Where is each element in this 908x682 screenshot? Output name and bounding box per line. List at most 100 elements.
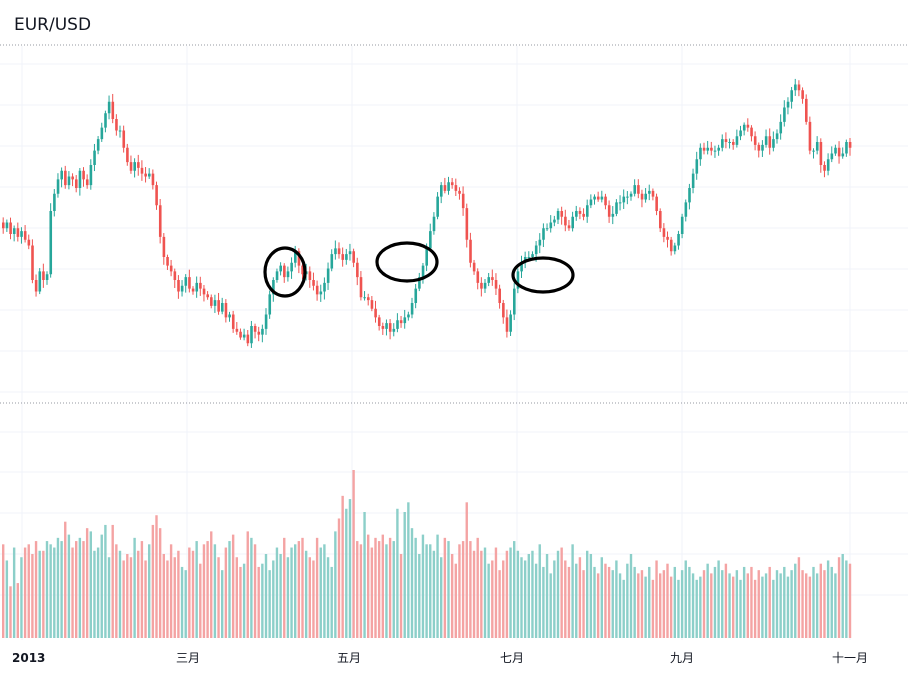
candle <box>191 286 195 295</box>
x-tick-label: 九月 <box>670 651 694 665</box>
candle-body <box>596 196 600 200</box>
candle-body <box>272 280 275 295</box>
volume-bar <box>34 541 38 638</box>
volume-bar <box>85 528 89 638</box>
candle <box>659 208 662 233</box>
volume-bar <box>607 566 611 638</box>
candle-body <box>228 314 231 318</box>
candle <box>739 125 742 141</box>
volume-bar <box>414 537 417 638</box>
candle-body <box>564 216 567 226</box>
volume-bar <box>644 576 647 638</box>
candle-body <box>264 314 268 329</box>
candle <box>757 142 761 158</box>
candle <box>578 207 582 220</box>
volume-bar <box>294 544 297 638</box>
candle-body <box>786 101 790 108</box>
volume-bar <box>177 550 180 638</box>
candle <box>319 284 323 302</box>
candle-body <box>706 147 710 151</box>
volume-bar <box>93 550 96 638</box>
candle <box>279 262 282 276</box>
candle-body <box>188 277 191 289</box>
candle-body <box>45 274 49 280</box>
candle <box>107 95 111 120</box>
candle-body <box>556 211 560 220</box>
candle-body <box>414 288 418 303</box>
volume-bar <box>16 583 19 638</box>
volume-bar <box>790 570 793 638</box>
volume-bar <box>786 576 790 638</box>
candle-body <box>644 193 647 200</box>
candle-body <box>673 245 677 252</box>
candle <box>786 97 790 115</box>
volume-bar <box>783 566 786 638</box>
candle-body <box>169 265 173 272</box>
candle-body <box>695 159 699 174</box>
volume-bar <box>27 544 30 638</box>
candle <box>845 139 848 157</box>
candle-body <box>392 328 396 332</box>
candle-body <box>509 314 512 332</box>
candle <box>122 125 126 153</box>
candle-body <box>626 196 629 198</box>
volume-bar <box>140 541 144 638</box>
candle <box>206 291 209 300</box>
volume-bar <box>589 554 593 638</box>
volume-bar <box>611 570 614 638</box>
candle <box>173 268 177 288</box>
candle-body <box>294 251 297 263</box>
candle <box>717 144 720 156</box>
volume-bar <box>126 554 129 638</box>
candle <box>421 262 425 284</box>
candle-body <box>352 251 355 263</box>
candle-body <box>9 222 12 234</box>
candle-body <box>239 331 242 338</box>
candle <box>264 308 268 335</box>
candle <box>82 167 85 187</box>
chart-title: EUR/USD <box>14 15 91 35</box>
candle <box>367 293 370 306</box>
candle-body <box>2 222 5 229</box>
candle-body <box>283 265 286 278</box>
candle-body <box>407 314 410 318</box>
candle <box>461 186 465 216</box>
volume-bar <box>326 557 330 638</box>
candle-body <box>253 326 257 332</box>
candle <box>199 276 202 296</box>
candle-body <box>805 98 808 122</box>
volume-bar <box>724 563 728 638</box>
candle <box>414 284 418 309</box>
volume-bar <box>9 586 12 638</box>
volume-bar <box>268 570 271 638</box>
candle <box>808 116 812 155</box>
candle <box>104 110 107 133</box>
candle-body <box>89 165 93 186</box>
volume-bar <box>330 566 333 638</box>
volume-bar <box>582 570 585 638</box>
volume-bar <box>768 566 771 638</box>
volume-bar <box>845 560 848 638</box>
candle <box>56 173 60 198</box>
volume-bar <box>695 579 698 638</box>
volume-bar <box>746 573 749 638</box>
candle-body <box>819 142 823 165</box>
grid-lines <box>0 46 908 640</box>
candle-body <box>96 139 100 151</box>
candle-body <box>520 262 523 272</box>
candle-body <box>586 205 589 217</box>
candle <box>593 194 596 205</box>
volume-bar <box>633 566 636 638</box>
candle <box>724 132 728 149</box>
candle <box>257 326 261 342</box>
volume-bar <box>38 550 41 638</box>
volume-bar <box>345 508 348 638</box>
candle <box>2 217 5 234</box>
volume-bar <box>753 579 757 638</box>
volume-bar <box>385 544 388 638</box>
candle <box>819 138 823 173</box>
candle <box>505 309 509 338</box>
volume-bar <box>133 537 136 638</box>
candle <box>772 131 775 152</box>
